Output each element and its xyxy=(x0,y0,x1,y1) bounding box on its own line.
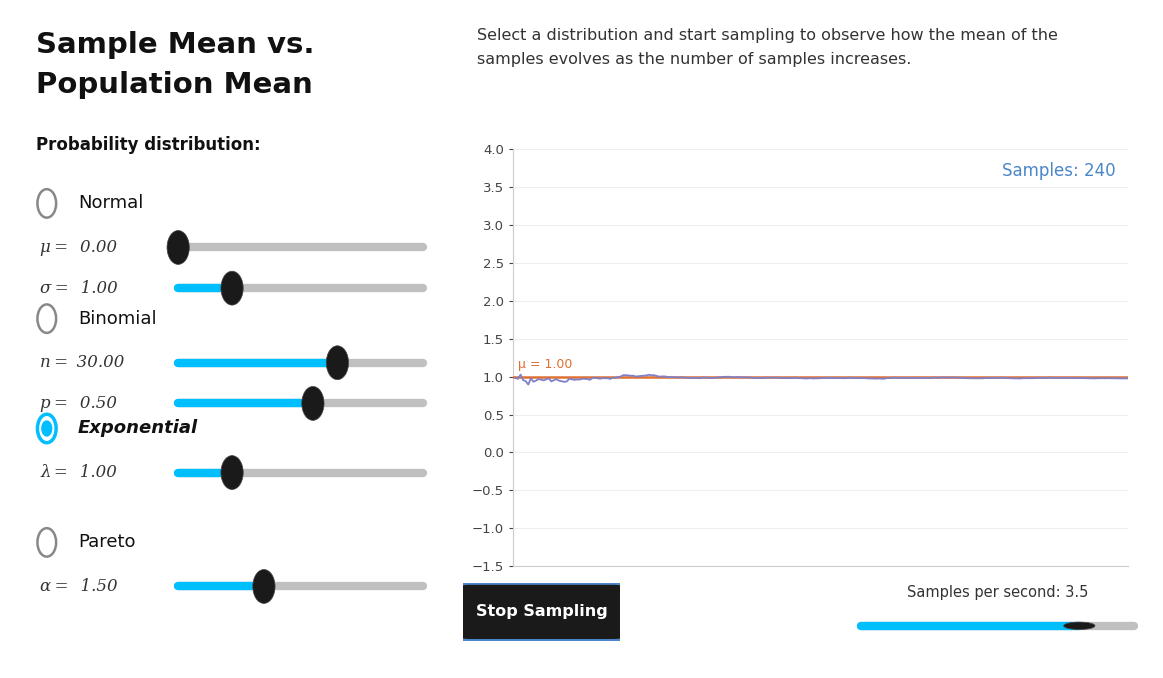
Text: Pareto: Pareto xyxy=(78,534,135,551)
Circle shape xyxy=(301,386,324,420)
Text: Samples: 240: Samples: 240 xyxy=(1003,161,1115,180)
Circle shape xyxy=(167,231,190,264)
Text: μ =   0.00: μ = 0.00 xyxy=(40,239,117,256)
Text: Population Mean: Population Mean xyxy=(36,71,313,99)
Text: Probability distribution:: Probability distribution: xyxy=(36,136,261,154)
Circle shape xyxy=(221,271,243,305)
FancyBboxPatch shape xyxy=(457,583,626,641)
Text: Sample Mean vs.: Sample Mean vs. xyxy=(36,31,314,58)
Text: p =   0.50: p = 0.50 xyxy=(40,395,117,412)
Text: Binomial: Binomial xyxy=(78,310,157,327)
Text: σ =   1.00: σ = 1.00 xyxy=(40,279,117,297)
Text: λ =   1.00: λ = 1.00 xyxy=(40,464,117,481)
Circle shape xyxy=(327,346,349,380)
Circle shape xyxy=(252,570,276,603)
Text: n =  30.00: n = 30.00 xyxy=(40,354,124,372)
Text: Select a distribution and start sampling to observe how the mean of the
samples : Select a distribution and start sampling… xyxy=(477,28,1057,67)
Text: Exponential: Exponential xyxy=(78,420,198,437)
Text: μ = 1.00: μ = 1.00 xyxy=(518,357,572,371)
Circle shape xyxy=(221,456,243,490)
Circle shape xyxy=(42,421,51,436)
Text: Samples per second: 3.5: Samples per second: 3.5 xyxy=(907,585,1087,600)
Circle shape xyxy=(1064,622,1096,629)
Text: Normal: Normal xyxy=(78,195,143,212)
Text: Stop Sampling: Stop Sampling xyxy=(476,604,607,620)
Text: α =   1.50: α = 1.50 xyxy=(40,578,117,595)
